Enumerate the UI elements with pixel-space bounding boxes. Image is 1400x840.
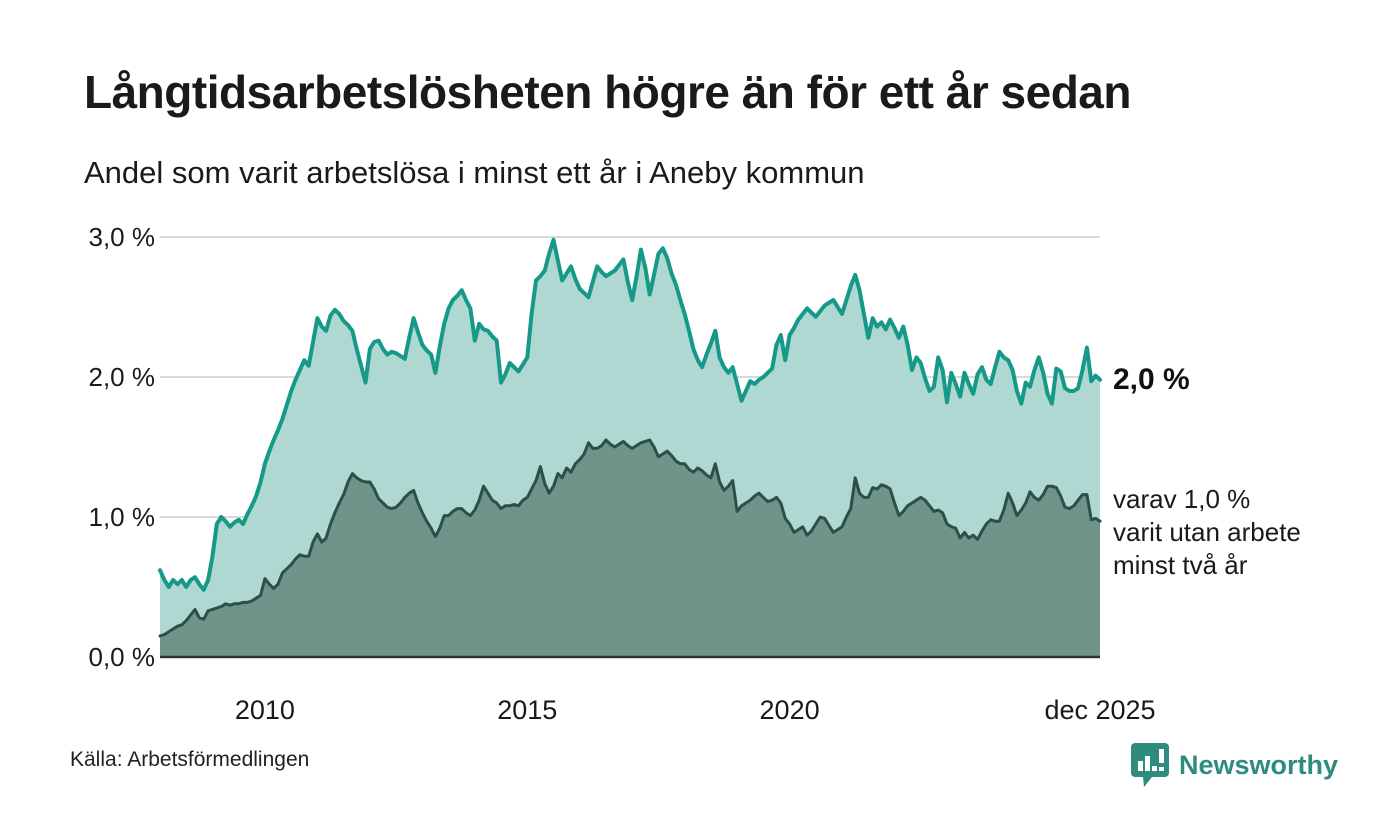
newsworthy-logo-icon	[1130, 743, 1169, 787]
latest-value-label: 2,0 %	[1113, 362, 1190, 396]
x-tick-2015: 2015	[497, 695, 558, 725]
newsworthy-logo-text: Newsworthy	[1178, 749, 1338, 780]
y-tick-1: 1,0 %	[88, 502, 156, 532]
page-subtitle: Andel som varit arbetslösa i minst ett å…	[84, 155, 865, 190]
page-title: Långtidsarbetslösheten högre än för ett …	[84, 66, 1131, 118]
y-tick-0: 0,0 %	[88, 642, 156, 672]
x-tick-dec-2025: dec 2025	[1044, 695, 1156, 725]
source-credit: Källa: Arbetsförmedlingen	[70, 748, 310, 771]
y-tick-3: 3,0 %	[88, 222, 156, 252]
series-line-one-year	[158, 237, 1102, 592]
newsworthy-logo: Newsworthy	[1130, 742, 1338, 788]
series-area-two-years	[160, 440, 1100, 657]
series-line-two-years	[158, 438, 1102, 638]
y-tick-2: 2,0 %	[88, 362, 156, 392]
x-tick-2010: 2010	[234, 695, 295, 725]
subset-note-label: varav 1,0 % varit utan arbete minst två …	[1113, 484, 1301, 580]
x-tick-2020: 2020	[759, 695, 820, 725]
